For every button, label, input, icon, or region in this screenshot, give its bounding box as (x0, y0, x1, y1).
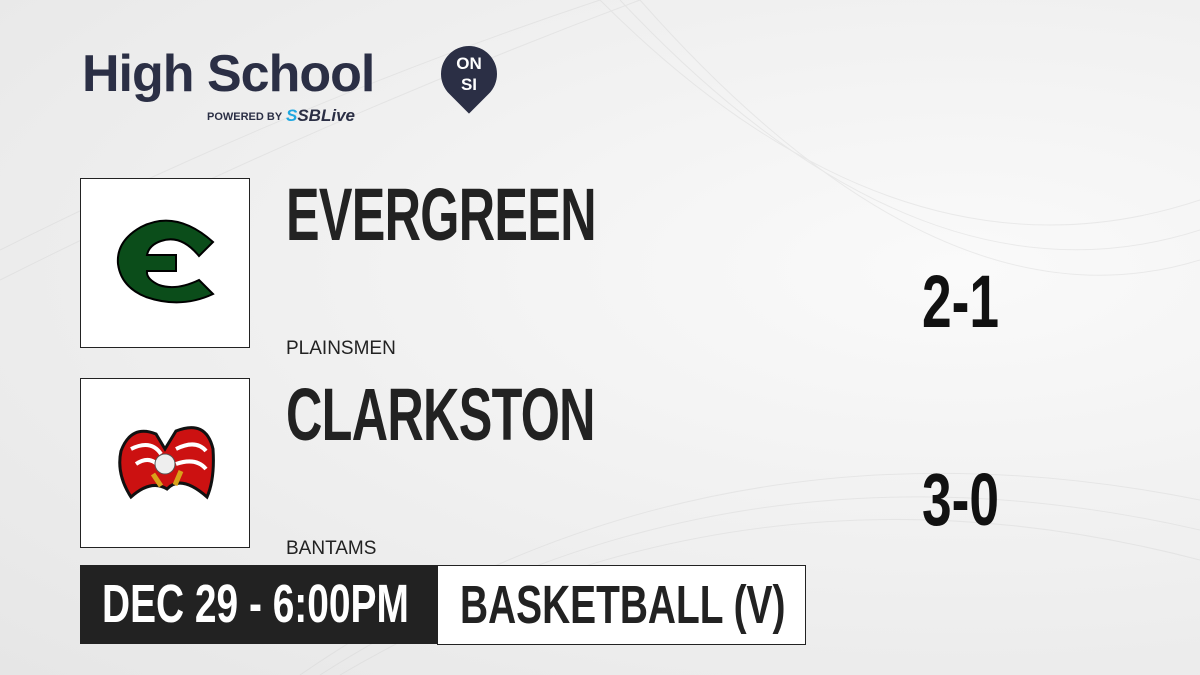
badge-top-text: ON (456, 54, 482, 73)
sblive-prefix: S (286, 106, 298, 125)
mascot-plainsmen: PLAINSMEN (286, 338, 396, 359)
team-name-evergreen: EVERGREEN (286, 173, 597, 256)
clarkston-logo (80, 378, 250, 548)
game-sport: BASKETBALL (V) (460, 575, 786, 635)
eagle-logo-icon (118, 426, 215, 500)
game-sport-box: BASKETBALL (V) (437, 565, 806, 645)
mascot-bantams: BANTAMS (286, 538, 377, 559)
evergreen-logo (80, 178, 250, 348)
green-e-logo-icon (116, 219, 215, 304)
brand-title: High School (82, 45, 375, 103)
sblive-name: SBLive (297, 106, 355, 125)
record-clarkston: 3-0 (922, 458, 1000, 541)
sblive-logo: SSBLive (286, 106, 355, 126)
badge-bottom-text: SI (460, 75, 478, 94)
game-datetime: DEC 29 - 6:00PM (102, 574, 409, 634)
on-si-badge-text: ON SI (441, 46, 497, 102)
game-datetime-box: DEC 29 - 6:00PM (80, 565, 437, 644)
record-evergreen: 2-1 (922, 260, 1000, 343)
on-si-badge-icon: ON SI (429, 34, 509, 114)
powered-by-label: POWERED BY (207, 111, 283, 123)
team-name-clarkston: CLARKSTON (286, 373, 596, 456)
